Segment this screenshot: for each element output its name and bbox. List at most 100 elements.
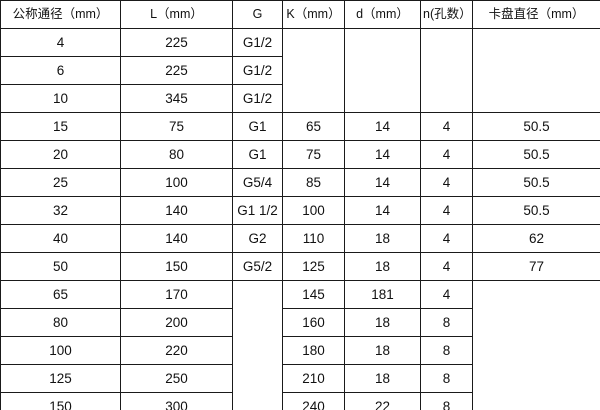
cell-d: 14	[344, 196, 421, 225]
table-header: 公称通径（mm） L（mm） G K（mm） d（mm） n(孔数） 卡盘直径（…	[0, 0, 600, 29]
cell-length: 220	[120, 336, 233, 365]
cell-nominal-diameter: 10	[0, 84, 121, 113]
cell-k: 110	[282, 224, 345, 253]
table-row: 150 300 240 22 8	[0, 392, 600, 410]
table-row: 25 100 G5/4 85 14 4 50.5	[0, 168, 600, 197]
cell-nominal-diameter: 150	[0, 392, 121, 410]
cell-k-empty	[282, 28, 345, 113]
cell-length: 225	[120, 56, 233, 85]
cell-k: 160	[282, 308, 345, 337]
cell-nominal-diameter: 6	[0, 56, 121, 85]
cell-thread: G1/2	[232, 84, 283, 113]
cell-nominal-diameter: 20	[0, 140, 121, 169]
cell-length: 80	[120, 140, 233, 169]
cell-chuck-diameter: 62	[472, 224, 600, 253]
cell-thread: G2	[232, 224, 283, 253]
cell-k: 100	[282, 196, 345, 225]
cell-nominal-diameter: 40	[0, 224, 121, 253]
cell-thread: G1 1/2	[232, 196, 283, 225]
cell-chuck-diameter: 50.5	[472, 140, 600, 169]
cell-length: 140	[120, 224, 233, 253]
cell-k: 125	[282, 252, 345, 281]
cell-length: 225	[120, 28, 233, 57]
cell-hole-count: 4	[420, 280, 473, 309]
cell-d: 181	[344, 280, 421, 309]
cell-k: 85	[282, 168, 345, 197]
cell-d: 14	[344, 112, 421, 141]
table-body: 4 225 G1/2 6 225 G1/2 10 345 G1/2 15 75	[0, 28, 600, 410]
cell-chuck-diameter: 77	[472, 252, 600, 281]
cell-length: 170	[120, 280, 233, 309]
table-row: 20 80 G1 75 14 4 50.5	[0, 140, 600, 169]
cell-nominal-diameter: 125	[0, 364, 121, 393]
cell-k: 180	[282, 336, 345, 365]
column-header-hole-count: n(孔数）	[420, 0, 473, 29]
table-row: 50 150 G5/2 125 18 4 77	[0, 252, 600, 281]
cell-nominal-diameter: 50	[0, 252, 121, 281]
cell-thread: G1/2	[232, 56, 283, 85]
table-row: 10 345 G1/2	[0, 84, 600, 113]
table-row: 6 225 G1/2	[0, 56, 600, 85]
cell-nominal-diameter: 25	[0, 168, 121, 197]
cell-d: 14	[344, 168, 421, 197]
cell-nominal-diameter: 15	[0, 112, 121, 141]
cell-hole-count: 4	[420, 196, 473, 225]
cell-nominal-diameter: 4	[0, 28, 121, 57]
cell-nominal-diameter: 65	[0, 280, 121, 309]
cell-hole-count: 4	[420, 112, 473, 141]
cell-chuck-diameter-empty	[472, 28, 600, 113]
cell-length: 75	[120, 112, 233, 141]
cell-d: 18	[344, 336, 421, 365]
column-header-nominal-diameter: 公称通径（mm）	[0, 0, 121, 29]
table-row: 40 140 G2 110 18 4 62	[0, 224, 600, 253]
cell-hole-count: 8	[420, 392, 473, 410]
cell-length: 345	[120, 84, 233, 113]
cell-thread: G1/2	[232, 28, 283, 57]
column-header-length: L（mm）	[120, 0, 233, 29]
cell-k: 65	[282, 112, 345, 141]
cell-hole-count: 4	[420, 252, 473, 281]
cell-length: 150	[120, 252, 233, 281]
cell-length: 140	[120, 196, 233, 225]
cell-k: 145	[282, 280, 345, 309]
cell-length: 250	[120, 364, 233, 393]
column-header-thread: G	[232, 0, 283, 29]
column-header-d: d（mm）	[344, 0, 421, 29]
cell-d-empty	[344, 28, 421, 113]
cell-hole-count: 8	[420, 308, 473, 337]
cell-chuck-diameter: 50.5	[472, 112, 600, 141]
table-row: 15 75 G1 65 14 4 50.5	[0, 112, 600, 141]
cell-d: 18	[344, 252, 421, 281]
cell-thread: G5/4	[232, 168, 283, 197]
cell-length: 100	[120, 168, 233, 197]
cell-length: 300	[120, 392, 233, 410]
cell-d: 18	[344, 364, 421, 393]
cell-hole-count: 8	[420, 364, 473, 393]
table-row: 100 220 180 18 8	[0, 336, 600, 365]
column-header-chuck-diameter: 卡盘直径（mm）	[472, 0, 600, 29]
table-row: 125 250 210 18 8	[0, 364, 600, 393]
cell-hole-count: 8	[420, 336, 473, 365]
cell-nominal-diameter: 80	[0, 308, 121, 337]
cell-chuck-diameter-empty	[472, 280, 600, 410]
cell-d: 22	[344, 392, 421, 410]
cell-hole-count: 4	[420, 224, 473, 253]
cell-d: 18	[344, 308, 421, 337]
column-header-k: K（mm）	[282, 0, 345, 29]
cell-nominal-diameter: 100	[0, 336, 121, 365]
table-row: 65 170 145 181 4	[0, 280, 600, 410]
cell-length: 200	[120, 308, 233, 337]
cell-hole-count: 4	[420, 168, 473, 197]
cell-chuck-diameter: 50.5	[472, 196, 600, 225]
cell-k: 210	[282, 364, 345, 393]
cell-hole-count: 4	[420, 140, 473, 169]
cell-d: 14	[344, 140, 421, 169]
cell-thread: G5/2	[232, 252, 283, 281]
cell-k: 240	[282, 392, 345, 410]
cell-nominal-diameter: 32	[0, 196, 121, 225]
cell-chuck-diameter: 50.5	[472, 168, 600, 197]
cell-thread: G1	[232, 112, 283, 141]
cell-k: 75	[282, 140, 345, 169]
